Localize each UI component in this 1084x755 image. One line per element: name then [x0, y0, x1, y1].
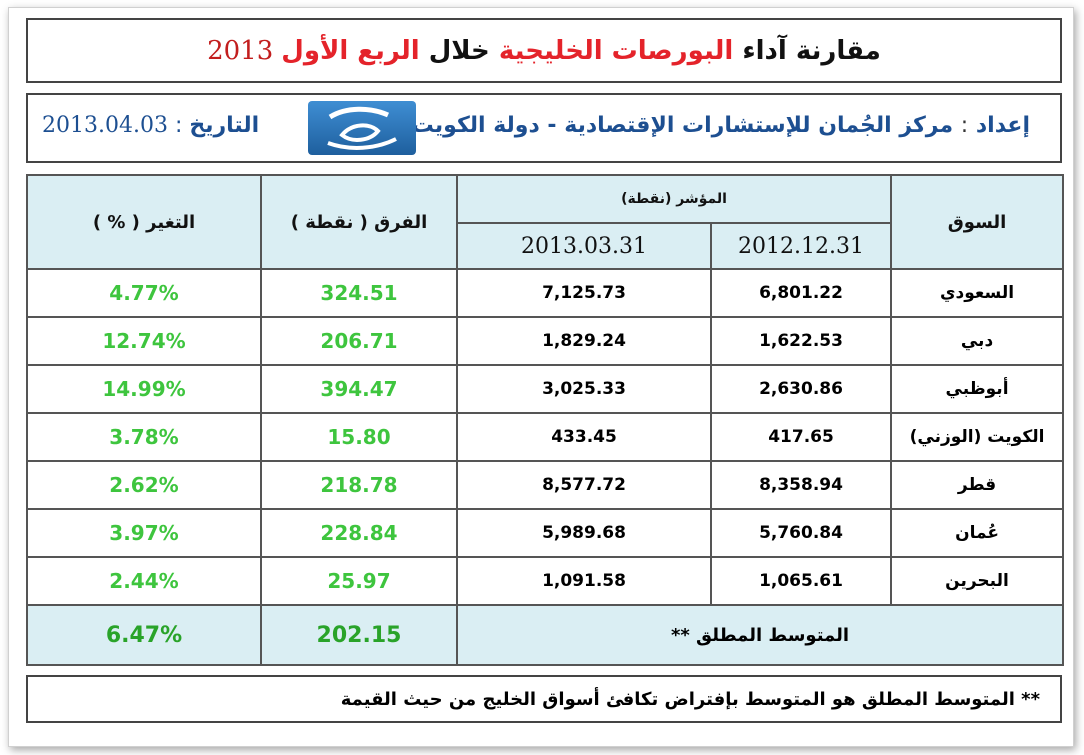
title-year: 2013 — [207, 35, 274, 66]
report-date: التاريخ : 2013.04.03 — [42, 113, 259, 138]
point-difference: 394.47 — [260, 364, 458, 414]
market-name: عُمان — [890, 508, 1065, 558]
prepared-by: إعداد : مركز الجُمان للإستشارات الإقتصاد… — [412, 113, 1030, 138]
index-value-2012: 6,801.22 — [710, 268, 893, 318]
percent-change: 12.74% — [26, 316, 262, 366]
index-value-2013: 7,125.73 — [455, 268, 713, 318]
point-difference: 324.51 — [260, 268, 458, 318]
market-performance-table: السوق المؤشر (نقطة) الفرق ( نقطة ) التغي… — [26, 174, 1065, 666]
percent-change: 3.97% — [26, 508, 262, 558]
prepared-by-value: مركز الجُمان للإستشارات الإقتصادية - دول… — [411, 113, 954, 138]
header-diff: الفرق ( نقطة ) — [260, 174, 458, 270]
average-label: المتوسط المطلق ** — [455, 604, 1065, 666]
market-name: أبوظبي — [890, 364, 1065, 414]
index-value-2012: 5,760.84 — [710, 508, 893, 558]
title-part-4: الربع الأول — [281, 35, 420, 66]
table-row: البحرين 1,065.61 1,091.58 25.97 2.44% — [26, 556, 1065, 606]
index-value-2013: 5,989.68 — [455, 508, 713, 558]
date-colon: : — [174, 113, 183, 138]
prepared-by-colon: : — [960, 113, 969, 138]
header-index: المؤشر (نقطة) — [455, 174, 893, 224]
date-label: التاريخ — [189, 113, 260, 138]
index-value-2012: 1,065.61 — [710, 556, 893, 606]
percent-change: 2.62% — [26, 460, 262, 510]
index-value-2012: 8,358.94 — [710, 460, 893, 510]
date-value: 2013.04.03 — [42, 113, 168, 138]
point-difference: 25.97 — [260, 556, 458, 606]
index-value-2013: 8,577.72 — [455, 460, 713, 510]
market-name: السعودي — [890, 268, 1065, 318]
average-change: 6.47% — [26, 604, 262, 666]
header-change: التغير ( % ) — [26, 174, 262, 270]
percent-change: 4.77% — [26, 268, 262, 318]
average-row: المتوسط المطلق ** 202.15 6.47% — [26, 604, 1065, 666]
info-banner: إعداد : مركز الجُمان للإستشارات الإقتصاد… — [26, 93, 1062, 163]
market-name: الكويت (الوزني) — [890, 412, 1065, 462]
market-name: البحرين — [890, 556, 1065, 606]
index-value-2013: 3,025.33 — [455, 364, 713, 414]
table-row: عُمان 5,760.84 5,989.68 228.84 3.97% — [26, 508, 1065, 558]
average-diff: 202.15 — [260, 604, 458, 666]
header-date-1: 2012.12.31 — [710, 222, 893, 270]
market-name: قطر — [890, 460, 1065, 510]
header-date-2: 2013.03.31 — [455, 222, 713, 270]
header-market: السوق — [890, 174, 1065, 270]
title-part-1: مقارنة آداء — [742, 35, 881, 66]
percent-change: 14.99% — [26, 364, 262, 414]
table-row: قطر 8,358.94 8,577.72 218.78 2.62% — [26, 460, 1065, 510]
point-difference: 15.80 — [260, 412, 458, 462]
index-value-2012: 1,622.53 — [710, 316, 893, 366]
table-row: دبي 1,622.53 1,829.24 206.71 12.74% — [26, 316, 1065, 366]
point-difference: 206.71 — [260, 316, 458, 366]
percent-change: 2.44% — [26, 556, 262, 606]
logo-glyph-icon — [327, 106, 397, 150]
index-value-2012: 417.65 — [710, 412, 893, 462]
prepared-by-label: إعداد — [975, 113, 1030, 138]
point-difference: 218.78 — [260, 460, 458, 510]
footnote: ** المتوسط المطلق هو المتوسط بإفتراض تكا… — [26, 675, 1062, 723]
index-value-2013: 433.45 — [455, 412, 713, 462]
table-row: الكويت (الوزني) 417.65 433.45 15.80 3.78% — [26, 412, 1065, 462]
market-name: دبي — [890, 316, 1065, 366]
index-value-2013: 1,829.24 — [455, 316, 713, 366]
index-value-2013: 1,091.58 — [455, 556, 713, 606]
al-joman-logo — [308, 101, 416, 155]
point-difference: 228.84 — [260, 508, 458, 558]
table-row: السعودي 6,801.22 7,125.73 324.51 4.77% — [26, 268, 1065, 318]
percent-change: 3.78% — [26, 412, 262, 462]
title-part-2: البورصات الخليجية — [498, 35, 734, 66]
title-part-3: خلال — [428, 35, 490, 66]
index-value-2012: 2,630.86 — [710, 364, 893, 414]
table-row: أبوظبي 2,630.86 3,025.33 394.47 14.99% — [26, 364, 1065, 414]
title-banner: مقارنة آداء البورصات الخليجية خلال الربع… — [26, 18, 1062, 83]
